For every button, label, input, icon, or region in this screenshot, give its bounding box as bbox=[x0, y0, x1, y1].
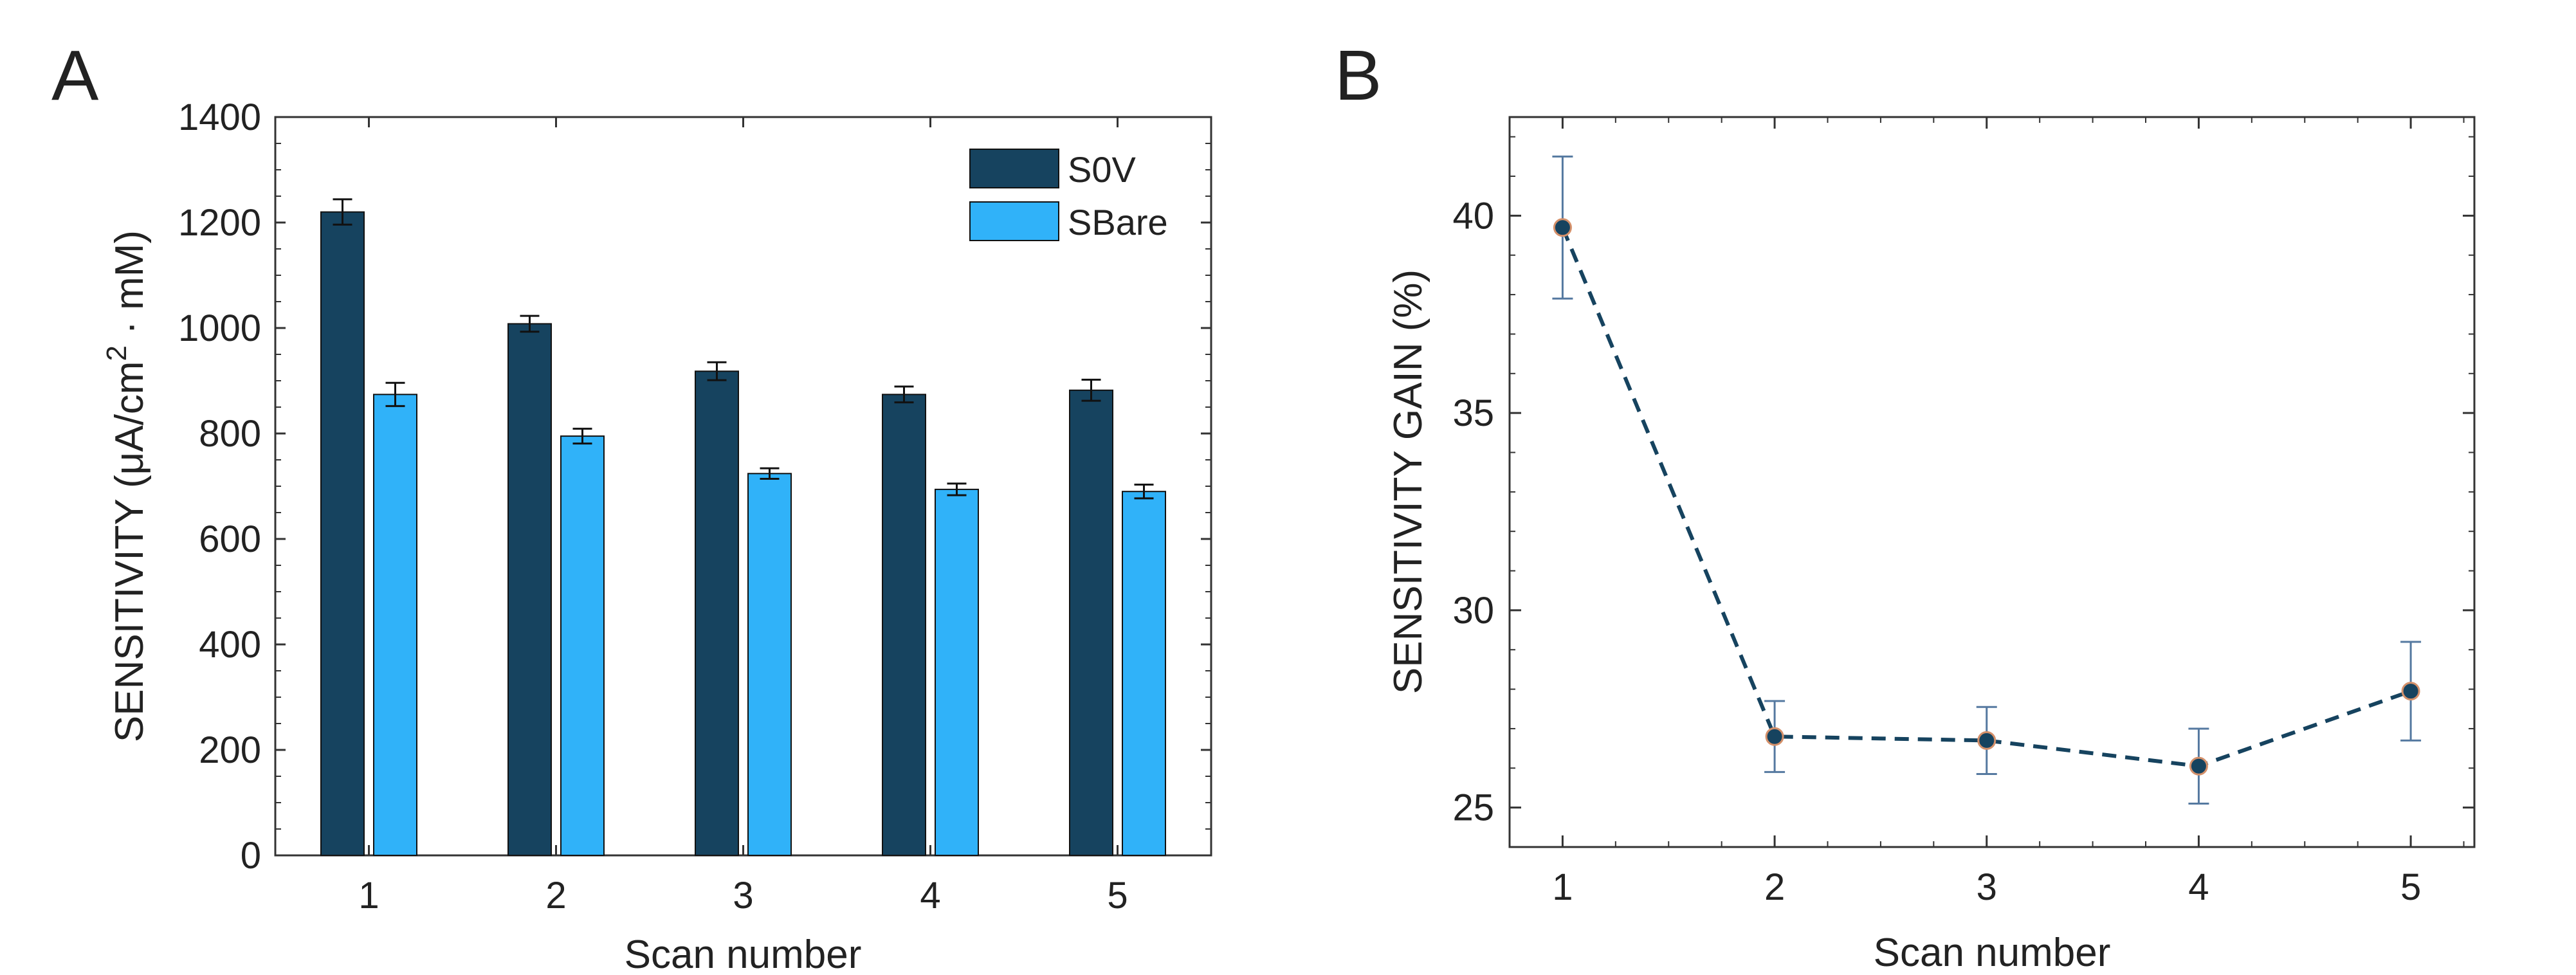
panel-a-y-ticks: 0 200 400 600 800 1000 1200 1400 bbox=[178, 96, 1211, 877]
y-tick-label: 35 bbox=[1452, 392, 1494, 434]
panel-a-x-axis-label: Scan number bbox=[625, 933, 862, 975]
y-tick-label: 0 bbox=[241, 835, 261, 877]
panel-a-y-axis-label-main: SENSITIVITY (μA/cm bbox=[107, 361, 152, 742]
y-tick-label: 40 bbox=[1452, 195, 1494, 237]
legend-label-s0v: S0V bbox=[1068, 149, 1136, 190]
panel-b-series-line bbox=[1560, 226, 2412, 769]
x-tick-label: 1 bbox=[1552, 866, 1573, 908]
bar-sbare-scan-5 bbox=[1122, 491, 1166, 856]
bar-sbare-scan-2 bbox=[560, 435, 605, 856]
x-tick-label: 1 bbox=[358, 875, 379, 916]
y-tick-label: 800 bbox=[199, 413, 261, 455]
legend-label-sbare: SBare bbox=[1068, 202, 1168, 242]
bar-sbare-scan-3 bbox=[747, 473, 792, 856]
x-tick-label: 4 bbox=[2188, 866, 2209, 908]
x-tick-label: 2 bbox=[1764, 866, 1785, 908]
panel-a-error-bars bbox=[333, 198, 1154, 500]
data-point-scan-3 bbox=[1977, 731, 1996, 750]
data-point-scan-4 bbox=[2189, 756, 2208, 776]
bar-s0v-scan-5 bbox=[1069, 389, 1113, 856]
bar-s0v-scan-3 bbox=[695, 370, 739, 856]
panel-b-plot-area bbox=[1508, 116, 2476, 848]
panel-a-bar-chart: A 0 200 400 600 800 1000 1200 1400 1 2 3 4 5 Scan n… bbox=[51, 36, 1212, 975]
panel-a-y-axis-label: SENSITIVITY (μA/cm2 · mM) bbox=[101, 230, 152, 742]
legend-swatch-s0v bbox=[969, 149, 1059, 188]
bar-s0v-scan-4 bbox=[882, 394, 926, 856]
y-tick-label: 200 bbox=[199, 729, 261, 771]
panel-b-line-chart: B 25 30 35 40 1 2 3 4 5 Scan number SENSITIVITY … bbox=[1335, 36, 2476, 975]
bar-sbare-scan-1 bbox=[373, 394, 417, 856]
x-tick-label: 3 bbox=[733, 875, 753, 916]
data-point-scan-5 bbox=[2401, 682, 2420, 701]
panel-b-ticks: 25 30 35 40 1 2 3 4 5 bbox=[1452, 117, 2474, 908]
y-tick-label: 30 bbox=[1452, 590, 1494, 632]
panel-a-letter: A bbox=[51, 36, 99, 115]
legend-swatch-sbare bbox=[969, 201, 1059, 241]
y-tick-label: 1400 bbox=[178, 96, 261, 138]
panel-a-legend: S0V SBare bbox=[969, 149, 1168, 242]
panel-b-letter: B bbox=[1335, 36, 1382, 115]
panel-b-points bbox=[1553, 218, 2420, 776]
data-point-scan-1 bbox=[1553, 218, 1572, 237]
y-tick-label: 400 bbox=[199, 624, 261, 666]
x-tick-label: 5 bbox=[2400, 866, 2421, 908]
bar-sbare-scan-4 bbox=[935, 488, 979, 856]
panel-a-y-axis-label-superscript: 2 bbox=[101, 345, 132, 361]
y-tick-label: 1000 bbox=[178, 307, 261, 349]
y-tick-label: 600 bbox=[199, 518, 261, 560]
y-tick-label: 1200 bbox=[178, 202, 261, 244]
data-point-scan-2 bbox=[1765, 727, 1784, 746]
x-tick-label: 4 bbox=[920, 875, 940, 916]
bar-s0v-scan-2 bbox=[507, 323, 552, 856]
series-line bbox=[1560, 226, 2412, 769]
panel-a-x-tick-labels: 1 2 3 4 5 bbox=[358, 117, 1128, 916]
panel-b-y-axis-label: SENSITIVITY GAIN (%) bbox=[1386, 269, 1430, 694]
bar-s0v-scan-1 bbox=[320, 211, 365, 857]
panel-a-y-axis-label-units: · mM) bbox=[107, 230, 152, 345]
x-tick-label: 2 bbox=[545, 875, 566, 916]
x-tick-label: 5 bbox=[1107, 875, 1128, 916]
x-tick-label: 3 bbox=[1977, 866, 1997, 908]
y-tick-label: 25 bbox=[1452, 787, 1494, 829]
panel-b-x-axis-label: Scan number bbox=[1874, 931, 2111, 975]
